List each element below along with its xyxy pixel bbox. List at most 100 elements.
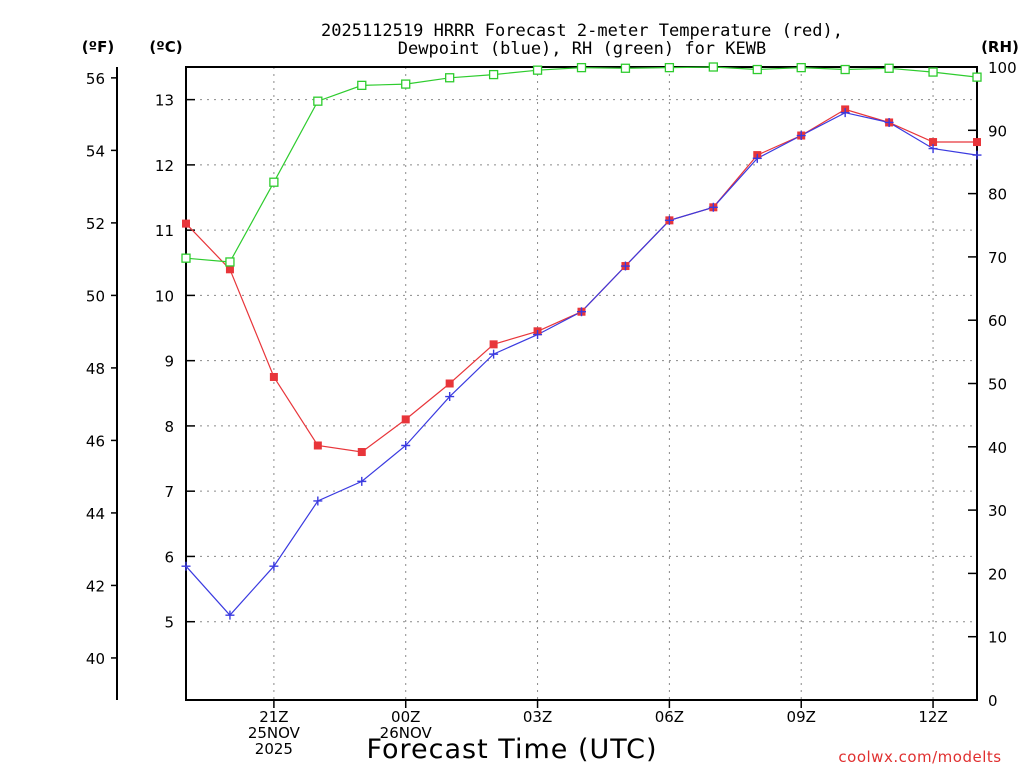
dewpoint-point	[884, 117, 894, 127]
dewpoint-point	[401, 440, 411, 450]
dewpoint-point	[357, 476, 367, 486]
dewpoint-point	[269, 561, 279, 571]
grid	[186, 67, 977, 700]
chart-title-line2: Dewpoint (blue), RH (green) for KEWB	[398, 39, 766, 59]
rh-point	[840, 64, 850, 75]
dewpoint-point	[752, 153, 762, 163]
tick-label-celsius: 13	[155, 92, 174, 110]
tick-label-fahrenheit: 56	[86, 70, 105, 88]
tick-label-x: 21Z	[259, 708, 288, 726]
tick-label-celsius: 7	[164, 483, 174, 501]
temperature-point	[313, 441, 322, 450]
tick-label-rh: 100	[988, 59, 1017, 77]
rh-point	[488, 69, 499, 80]
tick-label-x: 03Z	[523, 708, 552, 726]
tick-label-x: 2025	[255, 740, 293, 758]
temperature-point	[225, 265, 234, 274]
dewpoint-point	[225, 610, 235, 620]
tick-label-rh: 70	[988, 249, 1007, 267]
rh-point	[401, 79, 411, 89]
dewpoint-point	[577, 307, 586, 317]
dewpoint-point	[533, 330, 543, 340]
tick-label-celsius: 9	[164, 353, 174, 371]
dewpoint-point	[928, 144, 938, 154]
rh-point	[181, 253, 191, 263]
temperature-point	[357, 448, 366, 457]
chart-title-line1: 2025112519 HRRR Forecast 2-meter Tempera…	[321, 21, 843, 41]
temperature-point	[445, 379, 454, 388]
temperature-point	[973, 138, 981, 147]
tick-label-rh: 60	[988, 312, 1007, 330]
rh-point	[928, 67, 938, 77]
dewpoint-point	[620, 261, 630, 271]
tick-label-x: 06Z	[655, 708, 684, 726]
tick-label-celsius: 11	[155, 222, 174, 240]
dewpoint-line	[185, 112, 978, 617]
rh-point	[445, 73, 455, 83]
rh-point	[269, 177, 279, 187]
temperature-point	[929, 138, 938, 147]
rh-point	[532, 65, 543, 75]
tick-label-fahrenheit: 54	[86, 142, 105, 160]
unit-label-rh: (RH)	[981, 38, 1019, 56]
rh-point	[576, 62, 587, 73]
dewpoint-point	[313, 496, 323, 506]
dewpoint-point	[664, 215, 674, 225]
rh-point	[752, 64, 762, 75]
dewpoint-point	[972, 150, 982, 160]
series	[185, 66, 978, 617]
dewpoint-point	[708, 202, 718, 212]
tick-label-fahrenheit: 40	[86, 650, 105, 668]
dewpoint-point	[181, 561, 191, 571]
temperature-line	[185, 108, 977, 453]
tick-label-fahrenheit: 42	[86, 577, 105, 595]
tick-label-fahrenheit: 44	[86, 505, 105, 523]
rh-point	[225, 257, 235, 267]
rh-point	[664, 62, 675, 73]
tick-label-fahrenheit: 46	[86, 432, 105, 450]
temperature-point	[182, 219, 190, 228]
tick-label-fahrenheit: 50	[86, 287, 105, 305]
unit-label-fahrenheit: (ºF)	[82, 38, 114, 56]
dewpoint-point	[445, 392, 455, 402]
tick-label-rh: 40	[988, 439, 1007, 457]
temperature-point	[269, 372, 278, 381]
tick-label-fahrenheit: 52	[86, 215, 105, 233]
tick-label-rh: 10	[988, 629, 1007, 647]
tick-label-celsius: 12	[155, 157, 174, 175]
tick-label-celsius: 5	[164, 614, 174, 632]
rh-point	[620, 63, 631, 73]
rh-point	[796, 62, 806, 73]
rh-point	[708, 62, 718, 72]
tick-label-rh: 50	[988, 376, 1007, 394]
tick-label-x: 25NOV	[248, 724, 301, 742]
dewpoint-point	[840, 108, 850, 118]
rh-point	[972, 72, 982, 82]
temperature-point	[489, 340, 498, 349]
rh-point	[313, 96, 323, 106]
tick-label-x: 00Z	[391, 708, 420, 726]
dewpoint-point	[796, 131, 806, 141]
x-axis-label: Forecast Time (UTC)	[366, 734, 657, 765]
tick-label-x: 26NOV	[380, 724, 433, 742]
tick-label-x: 12Z	[918, 708, 947, 726]
tick-label-rh: 20	[988, 565, 1007, 583]
rh-point	[884, 63, 894, 73]
credit-text: coolwx.com/modelts	[838, 748, 1001, 766]
dewpoint-point	[489, 349, 499, 359]
rh-point	[357, 80, 367, 91]
tick-label-fahrenheit: 48	[86, 360, 105, 378]
unit-label-celsius: (ºC)	[149, 38, 182, 56]
axes	[111, 66, 978, 708]
plot-frame	[185, 66, 978, 701]
tick-label-celsius: 6	[164, 548, 174, 566]
tick-label-rh: 0	[988, 692, 998, 710]
tick-label-rh: 80	[988, 186, 1007, 204]
tick-label-rh: 90	[988, 122, 1007, 140]
temperature-point	[401, 415, 410, 424]
tick-label-x: 09Z	[787, 708, 816, 726]
markers	[181, 62, 982, 620]
tick-label-celsius: 8	[164, 418, 174, 436]
